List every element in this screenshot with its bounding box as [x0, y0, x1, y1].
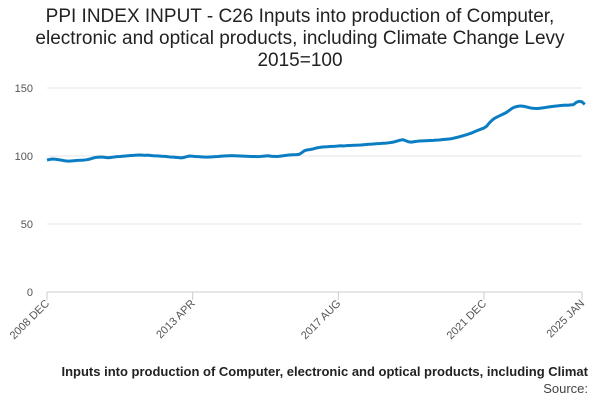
y-tick-label: 100	[15, 151, 33, 163]
chart-title: PPI INDEX INPUT - C26 Inputs into produc…	[35, 6, 565, 71]
x-tick-label: 2021 DEC	[445, 298, 489, 342]
x-tick-label: 2008 DEC	[8, 298, 52, 342]
y-tick-label: 0	[27, 287, 33, 299]
legend-label: Inputs into production of Computer, elec…	[61, 364, 588, 379]
x-tick-label: 2025 JAN	[544, 298, 587, 341]
source: Source:	[543, 381, 588, 396]
y-tick-label: 50	[21, 219, 33, 231]
x-tick-label: 2013 APR	[154, 298, 198, 342]
y-tick-label: 150	[15, 83, 33, 95]
series-line	[46, 99, 586, 163]
x-tick-label: 2017 AUG	[299, 298, 343, 342]
